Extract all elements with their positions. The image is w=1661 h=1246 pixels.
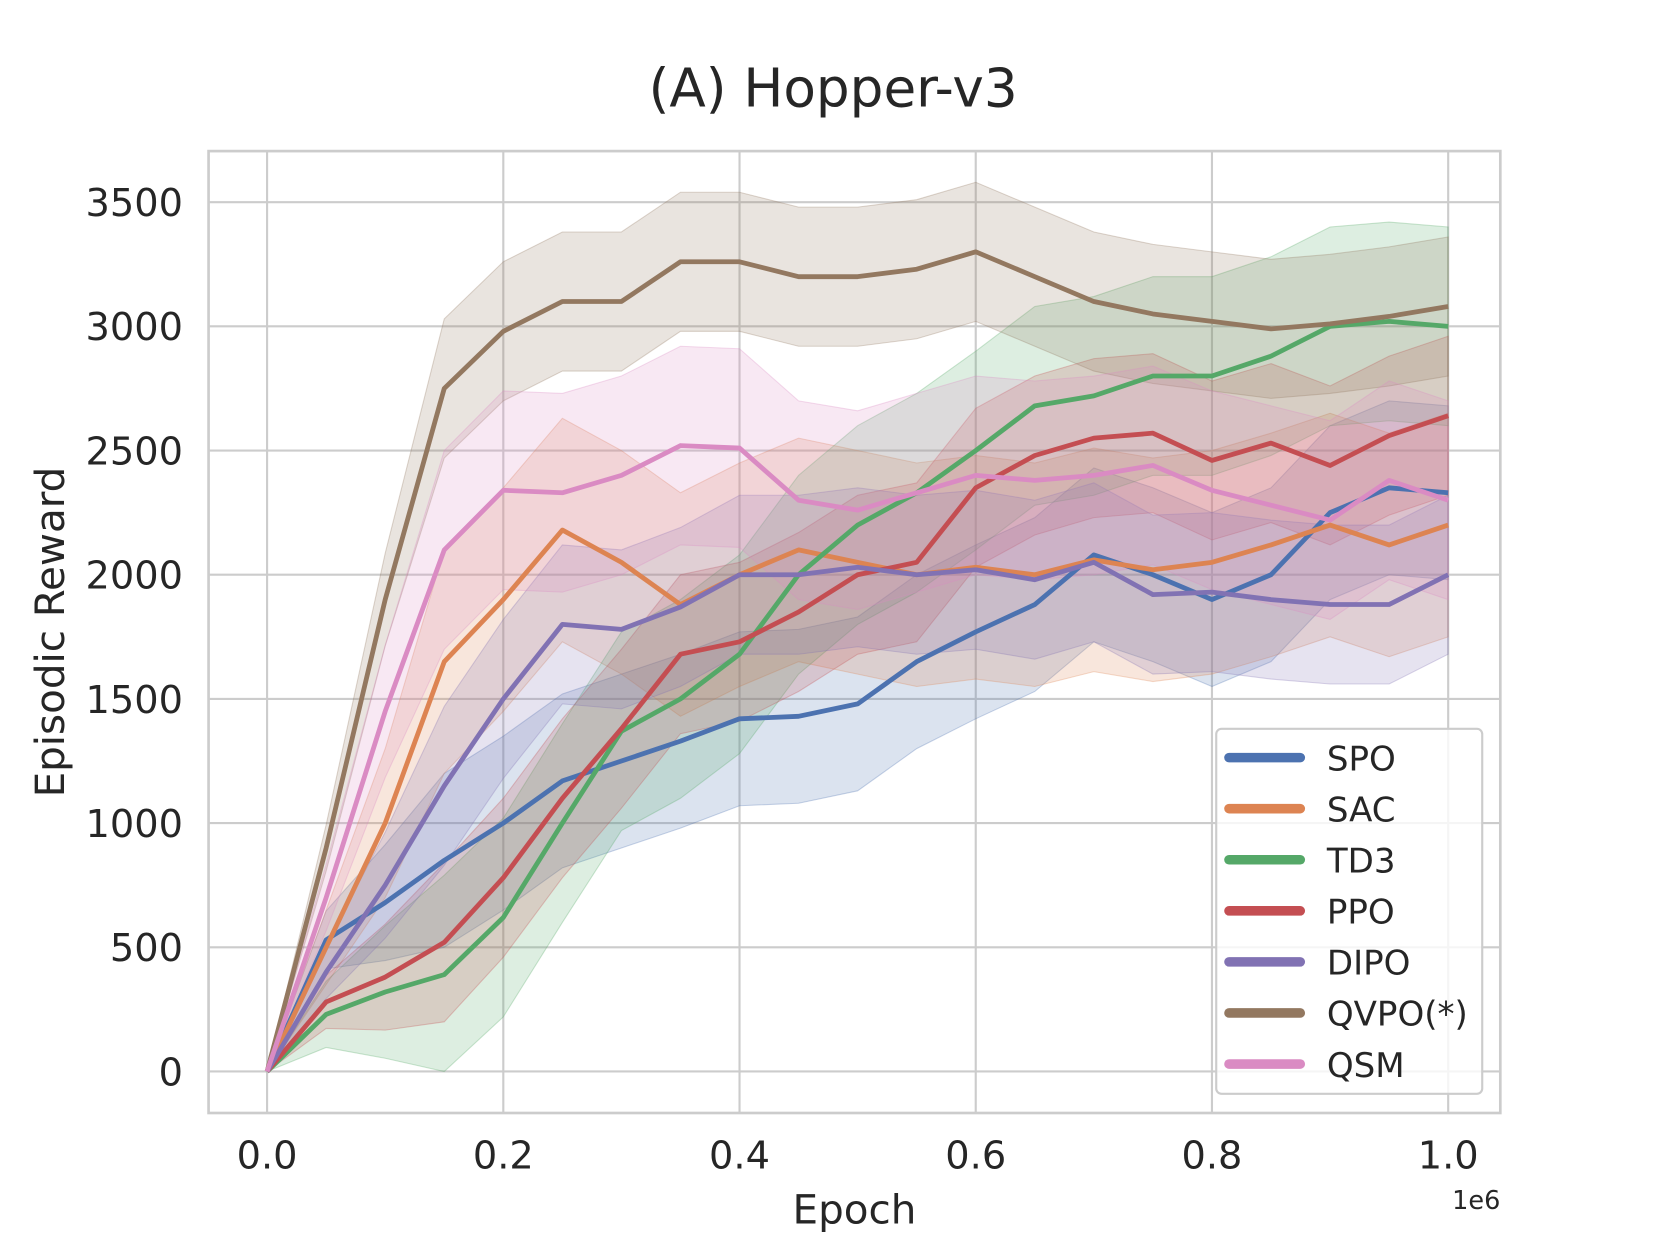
line-qsm xyxy=(264,443,1449,1073)
y-tick-label: 2000 xyxy=(86,554,183,599)
chart-title: (A) Hopper-v3 xyxy=(649,57,1018,119)
legend-box xyxy=(1215,727,1484,1095)
line-sac xyxy=(264,522,1449,1073)
x-scale-label: 1e6 xyxy=(1452,1186,1500,1216)
x-tick-label: 0.6 xyxy=(945,1133,1006,1178)
x-tick-label: 0.0 xyxy=(237,1133,298,1178)
legend-label: QSM xyxy=(1327,1046,1405,1086)
y-tick-labels: 0 500 1000 1500 2000 2500 3000 3500 xyxy=(86,181,183,1095)
line-spo xyxy=(264,485,1449,1073)
legend-label: TD3 xyxy=(1326,842,1396,882)
plot-frame xyxy=(207,149,1502,1115)
legend: SPO SAC TD3 PPO DIPO QVPO(*) QSM xyxy=(1215,727,1484,1095)
y-tick-label: 3500 xyxy=(86,181,183,226)
y-tick-label: 1000 xyxy=(86,802,183,847)
x-tick-label: 1.0 xyxy=(1418,1133,1479,1178)
legend-label: SAC xyxy=(1327,790,1396,830)
line-td3 xyxy=(265,318,1449,1074)
y-tick-label: 3000 xyxy=(86,305,183,350)
line-dipo xyxy=(265,559,1450,1073)
y-tick-label: 500 xyxy=(110,926,183,971)
band-qvpo xyxy=(266,181,1449,1072)
legend-label: PPO xyxy=(1327,893,1395,933)
legend-label: DIPO xyxy=(1327,944,1411,984)
x-axis-label: Epoch xyxy=(793,1186,917,1234)
series-lines xyxy=(264,249,1450,1074)
y-tick-label: 2500 xyxy=(86,429,183,474)
x-tick-label: 0.8 xyxy=(1182,1133,1243,1178)
x-tick-label: 0.4 xyxy=(709,1133,770,1178)
x-tick-labels: 0.0 0.2 0.4 0.6 0.8 1.0 xyxy=(237,1133,1479,1178)
y-tick-label: 0 xyxy=(159,1050,183,1095)
line-qvpo xyxy=(264,249,1449,1073)
line-ppo xyxy=(265,413,1449,1074)
legend-label: QVPO(*) xyxy=(1327,995,1468,1035)
legend-label: SPO xyxy=(1327,739,1396,779)
y-axis-label: Episodic Reward xyxy=(26,467,74,798)
y-tick-label: 1500 xyxy=(86,678,183,723)
x-tick-label: 0.2 xyxy=(473,1133,534,1178)
